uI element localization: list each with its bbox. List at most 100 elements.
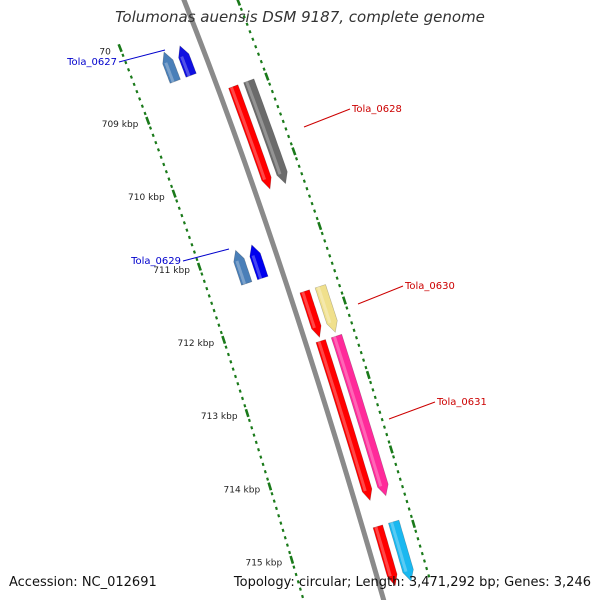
tola-0628-gene-arrow[interactable] (243, 78, 288, 185)
scale-tick-left (267, 482, 273, 491)
scale-tick-right (422, 559, 426, 563)
tola-0630-cds-arrow[interactable] (299, 289, 322, 338)
scale-tick-left (132, 82, 136, 87)
scale-tick-left (259, 455, 263, 459)
scale-tick-right (380, 417, 384, 422)
scale-tick-left (117, 43, 123, 53)
scale-tick-left (243, 403, 247, 408)
tola-0629-gene-arrow-highlight (235, 260, 247, 285)
scale-tick-left (289, 555, 295, 564)
scale-tick-left (244, 408, 250, 418)
scale-tick-left (283, 536, 287, 540)
scale-tick-right (414, 529, 418, 534)
scale-tick-left (221, 335, 227, 345)
scale-tick-right (392, 455, 396, 459)
tola-0631-gene-arrow[interactable] (330, 333, 389, 497)
tola-0628-cds-arrow[interactable] (228, 84, 272, 190)
scale-tick-left (135, 89, 139, 94)
scale-tick-right (354, 336, 358, 340)
scale-tick-left (229, 360, 233, 364)
next-gene-gene-arrow[interactable] (388, 519, 414, 582)
scale-tick-left (151, 133, 155, 138)
tola-0629-leader-line (182, 248, 230, 262)
scale-tick-right (248, 29, 252, 34)
tola-0631-cds-arrow[interactable] (315, 339, 373, 502)
scale-tick-right (398, 477, 402, 481)
scale-tick-left (145, 116, 151, 125)
scale-label: 711 kbp (153, 266, 190, 276)
scale-tick-right (323, 239, 327, 243)
scale-tick-right (407, 507, 411, 511)
next-gene-gene-arrow-highlight (390, 521, 408, 573)
scale-tick-right (340, 291, 344, 295)
scale-tick-left (202, 279, 206, 284)
scale-tick-right (328, 254, 332, 258)
scale-tick-left (192, 250, 196, 254)
tola-0628-label[interactable]: Tola_0628 (351, 104, 402, 115)
scale-label: 715 kbp (245, 559, 282, 569)
scale-tick-right (347, 313, 351, 318)
scale-tick-right (307, 194, 312, 198)
scale-tick-right (245, 22, 249, 27)
scale-tick-left (154, 140, 158, 145)
tola-0628-leader-line (303, 108, 351, 128)
scale-tick-right (294, 157, 299, 161)
scale-tick-right (236, 0, 242, 7)
next-gene-cds-arrow[interactable] (372, 524, 398, 587)
scale-tick-left (148, 126, 153, 130)
scale-tick-left (124, 60, 128, 65)
scale-tick-right (317, 221, 323, 231)
scale-tick-right (287, 134, 291, 139)
scale-tick-left (171, 189, 177, 198)
next-gene-cds-arrow-highlight (374, 526, 392, 577)
tola-0630-label[interactable]: Tola_0630 (404, 281, 455, 292)
scale-tick-right (387, 440, 391, 444)
scale-tick-left (217, 323, 221, 327)
scale-tick-right (371, 388, 375, 392)
tola-0627-cds-arrow[interactable] (178, 45, 197, 78)
scale-tick-right (284, 127, 288, 131)
scale-tick-left (177, 206, 181, 211)
tola-0629-cds-arrow[interactable] (249, 244, 269, 281)
tola-0631-gene-arrow-highlight (332, 336, 383, 487)
scale-tick-left (121, 53, 125, 58)
tola-0628-gene-arrow-highlight (245, 81, 282, 175)
tola-0629-label[interactable]: Tola_0629 (130, 256, 181, 267)
tola-0630-gene-arrow[interactable] (314, 284, 338, 333)
scale-tick-right (302, 179, 306, 183)
tola-0629-gene-arrow[interactable] (233, 249, 253, 286)
scale-tick-left (164, 169, 168, 174)
scale-tick-left (129, 75, 133, 79)
scale-tick-right (385, 432, 389, 437)
scale-tick-left (234, 374, 238, 379)
scale-tick-right (382, 425, 386, 429)
scale-tick-right (388, 445, 394, 454)
scale-tick-left (298, 587, 302, 591)
scale-tick-right (420, 551, 424, 556)
tola-0627-gene-arrow-highlight (164, 62, 175, 83)
scale-tick-right (239, 7, 243, 12)
scale-tick-right (305, 186, 309, 191)
scale-tick-left (231, 367, 235, 371)
scale-label: 714 kbp (224, 485, 261, 495)
tola-0627-label[interactable]: Tola_0627 (66, 57, 117, 68)
scale-tick-right (418, 544, 422, 548)
scale-tick-right (364, 365, 368, 370)
scale-tick-left (167, 177, 171, 181)
genome-summary-text: Topology: circular; Length: 3,471,292 bp… (233, 575, 591, 590)
tola-0627-gene-arrow[interactable] (162, 51, 181, 84)
tola-0631-label[interactable]: Tola_0631 (436, 397, 487, 408)
scale-tick-left (294, 572, 298, 577)
scale-tick-left (240, 396, 244, 401)
scale-tick-right (335, 276, 339, 280)
scale-tick-left (266, 477, 270, 481)
scale-tick-left (143, 111, 147, 116)
scale-tick-right (270, 89, 274, 94)
scale-label: 713 kbp (201, 412, 238, 422)
tola-0627-cds-arrow-highlight (180, 56, 191, 77)
scale-tick-right (251, 37, 255, 42)
tola-0630-leader-line (357, 285, 404, 305)
scale-tick-right (411, 519, 416, 529)
